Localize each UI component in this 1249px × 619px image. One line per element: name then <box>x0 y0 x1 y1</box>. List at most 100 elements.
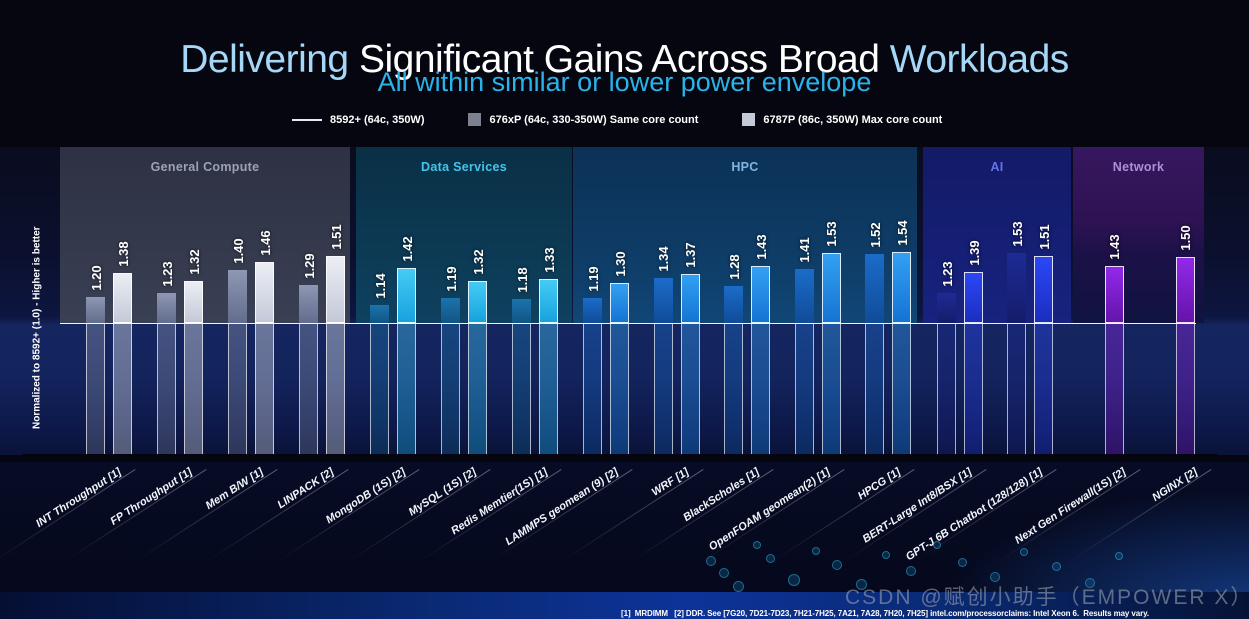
bar-max-core-hpcg-1 <box>892 251 911 323</box>
legend-item-same-core: 676xP (64c, 330-350W) Same core count <box>468 113 698 126</box>
bar-max-core-gpt-j-6b-chatbot-128-128-1 <box>1034 255 1053 323</box>
bar-fill <box>228 323 247 455</box>
bar-fill <box>539 323 558 455</box>
bar-fill <box>937 323 956 455</box>
bar-value-label: 1.54 <box>894 220 909 246</box>
bar-below-gpt-j-6b-chatbot-128-128-1 <box>1034 323 1053 455</box>
reference-line-1x <box>60 322 1196 324</box>
bar-fill <box>441 323 460 455</box>
bar-chart: General Compute 1.20 1.38 1.23 1.32 1.40 1.46 1… <box>0 147 1249 455</box>
circuit-dot <box>788 574 800 586</box>
bar-fill <box>865 323 884 455</box>
bar-fill <box>751 323 770 455</box>
group-panel-hpc: HPC <box>573 147 917 323</box>
bar-value-label: 1.32 <box>186 249 201 275</box>
bar-fill <box>468 323 487 455</box>
footnote-band <box>0 592 1249 619</box>
circuit-dot <box>856 579 867 590</box>
circuit-dot <box>1085 578 1095 588</box>
bar-value-label: 1.43 <box>1106 234 1122 260</box>
circuit-dot <box>733 581 744 592</box>
bar-fill <box>299 323 318 455</box>
bar-below-fp-throughput-1 <box>157 323 176 455</box>
bar-same-core-mongodb-1s-2 <box>370 304 389 323</box>
circuit-dot <box>719 568 729 578</box>
bar-below-nginx-2 <box>1175 323 1195 455</box>
bar-below-int-throughput-1 <box>113 323 132 455</box>
bar-same-core-lammps-geomean-9-2 <box>583 297 602 323</box>
bar-fill <box>184 323 203 455</box>
bar-max-core-mongodb-1s-2 <box>397 267 416 323</box>
bar-value-label: 1.42 <box>399 235 414 262</box>
bar-fill <box>821 323 841 455</box>
bar-fill <box>794 323 814 455</box>
bar-below-mysql-1s-2 <box>468 323 487 455</box>
bar-max-core-wrf-1 <box>680 274 700 323</box>
circuit-dot <box>753 541 761 549</box>
bar-max-core-blackscholes-1 <box>751 266 770 323</box>
circuit-dot <box>1115 552 1123 560</box>
bar-below-mongodb-1s-2 <box>397 323 416 455</box>
page-title: Delivering Significant Gains Across Broa… <box>0 38 1249 82</box>
bar-fill <box>370 323 389 455</box>
bar-same-core-hpcg-1 <box>865 254 884 323</box>
bar-below-linpack-2 <box>326 323 345 455</box>
bar-below-gpt-j-6b-chatbot-128-128-1 <box>1007 323 1026 455</box>
footnotes: [1] MRDIMM [2] DDR. See [7G20, 7D21-7D23… <box>300 585 1149 619</box>
bar-value-label: 1.38 <box>115 241 130 267</box>
same-core-swatch <box>468 113 482 126</box>
circuit-dot <box>1052 562 1061 571</box>
bar-below-bert-large-int8-bsx-1 <box>937 323 956 455</box>
bar-max-core-redis-memtier-1s-1 <box>539 279 558 323</box>
bar-fill <box>1175 323 1195 455</box>
bar-value-label: 1.46 <box>257 230 272 256</box>
bar-max-core-fp-throughput-1 <box>184 280 203 323</box>
bar-same-core-blackscholes-1 <box>724 286 743 323</box>
bar-value-label: 1.33 <box>541 247 556 274</box>
watermark: CSDN @赋创小助手（EMPOWER X） <box>845 586 1249 609</box>
bar-same-core-wrf-1 <box>653 278 673 323</box>
bar-fill <box>1104 323 1124 455</box>
bar-below-redis-memtier-1s-1 <box>539 323 558 455</box>
bar-fill <box>680 323 700 455</box>
bar-below-fp-throughput-1 <box>184 323 203 455</box>
bar-same-core-linpack-2 <box>299 284 318 323</box>
title-part-main: Significant Gains Across Broad <box>358 38 890 82</box>
bar-same-core-int-throughput-1 <box>86 296 105 323</box>
bar-value-label: 1.30 <box>612 251 627 278</box>
bar-max-core-mem-b-w-1 <box>255 262 274 323</box>
bar-below-linpack-2 <box>299 323 318 455</box>
bar-max-core-int-throughput-1 <box>113 272 132 323</box>
bar-fill <box>326 323 345 455</box>
circuit-dot <box>990 572 1000 582</box>
legend-label: 676xP (64c, 330-350W) Same core count <box>489 113 699 126</box>
bar-below-int-throughput-1 <box>86 323 105 455</box>
circuit-dot <box>958 558 967 567</box>
bar-below-wrf-1 <box>680 323 700 455</box>
circuit-dot <box>933 541 941 549</box>
title-part-accent: Delivering <box>180 38 359 82</box>
bar-same-core-bert-large-int8-bsx-1 <box>937 292 956 323</box>
bar-value-label: 1.53 <box>823 221 839 247</box>
bar-below-blackscholes-1 <box>724 323 743 455</box>
circuit-dot <box>832 560 842 570</box>
bar-value-label: 1.50 <box>1177 225 1193 251</box>
group-label-ai: AI <box>990 160 1004 174</box>
legend-item-baseline: 8592+ (64c, 350W) <box>292 114 424 126</box>
bar-value-label: 1.51 <box>1036 224 1051 250</box>
bar-below-wrf-1 <box>653 323 673 455</box>
legend-label: 8592+ (64c, 350W) <box>330 113 425 126</box>
bar-max-core-bert-large-int8-bsx-1 <box>964 271 983 323</box>
bar-same-core-redis-memtier-1s-1 <box>512 299 531 323</box>
bar-same-core-mysql-1s-2 <box>441 297 460 323</box>
bar-below-mem-b-w-1 <box>255 323 274 455</box>
legend: 8592+ (64c, 350W) 676xP (64c, 330-350W) … <box>292 113 942 126</box>
bar-fill <box>610 323 629 455</box>
bar-fill <box>113 323 132 455</box>
bar-below-lammps-geomean-9-2 <box>610 323 629 455</box>
circuit-dot <box>882 551 890 559</box>
bar-fill <box>157 323 176 455</box>
bar-max-core-openfoam-geomean-2-1 <box>821 253 841 323</box>
bar-value-next-gen-firewall-1s-2 <box>1104 266 1124 323</box>
bar-value-nginx-2 <box>1175 257 1195 323</box>
